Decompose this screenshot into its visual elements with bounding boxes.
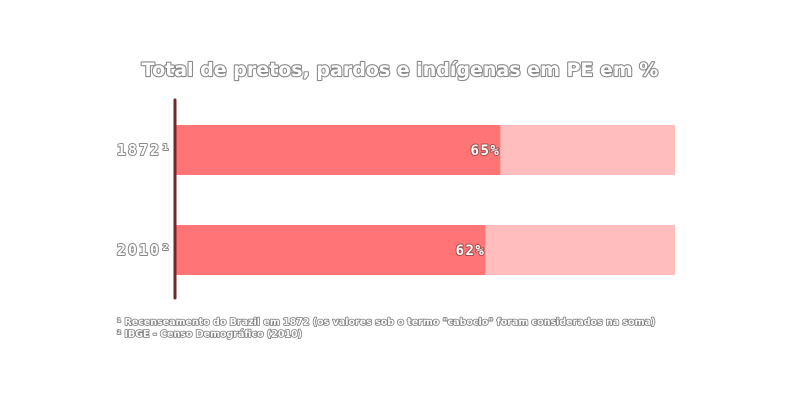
bar-value-label: 62% <box>456 243 486 259</box>
footnote-1: ¹ Recenseamento do Brazil em 1872 (os va… <box>117 317 655 328</box>
bars-layer: 65% 1872¹ 62% 2010² <box>116 125 675 275</box>
bar-value <box>176 225 486 275</box>
footnote-2: ² IBGE - Censo Demográfico (2010) <box>117 329 302 340</box>
bar-value <box>176 125 501 175</box>
category-label: 2010² <box>117 241 172 259</box>
chart-title: Total de pretos, pardos e indígenas em P… <box>142 59 659 81</box>
category-label: 1872¹ <box>117 141 172 159</box>
bar-value-label: 65% <box>471 143 501 159</box>
